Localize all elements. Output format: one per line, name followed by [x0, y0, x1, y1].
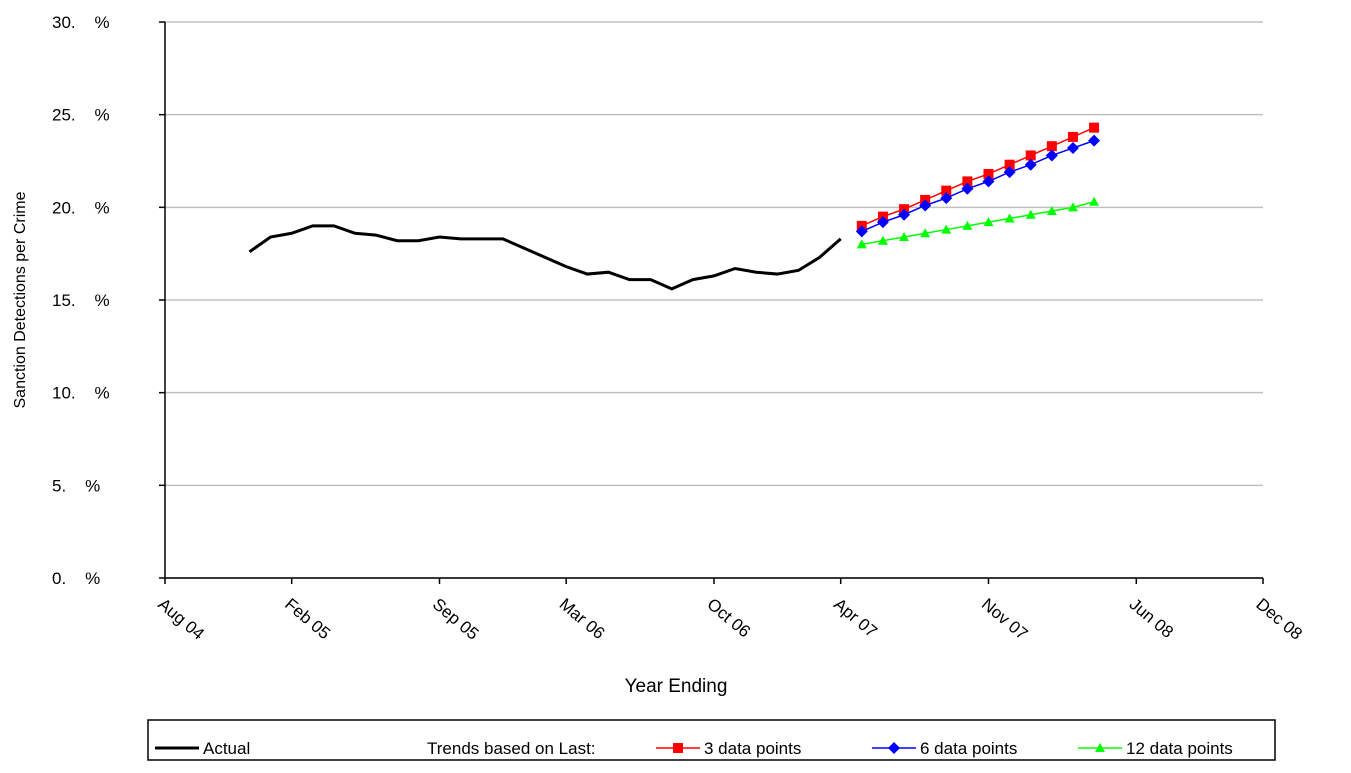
marker [877, 235, 888, 245]
x-tick-label: Mar 06 [556, 595, 609, 644]
marker [1046, 206, 1057, 216]
marker [876, 216, 889, 229]
y-tick-label: 10. % [52, 384, 110, 403]
legend-note: Trends based on Last: [427, 739, 596, 758]
marker [962, 176, 973, 187]
x-axis-title: Year Ending [625, 676, 728, 697]
y-tick-label: 15. % [52, 291, 110, 310]
marker [919, 199, 932, 212]
x-tick-label: Jun 08 [1126, 595, 1177, 642]
marker [1004, 213, 1015, 223]
marker [1089, 196, 1100, 206]
marker [1046, 141, 1057, 152]
marker [1095, 743, 1105, 752]
series-line [248, 224, 842, 291]
marker [898, 208, 911, 221]
marker [1066, 142, 1079, 155]
legend-label: 6 data points [920, 739, 1017, 758]
x-tick-label: Nov 07 [978, 595, 1031, 644]
marker [888, 742, 900, 754]
x-tick-label: Dec 08 [1252, 595, 1305, 644]
marker [855, 225, 868, 238]
marker [920, 228, 931, 238]
marker [673, 743, 683, 753]
legend-box [147, 719, 1276, 761]
marker [1089, 122, 1100, 133]
series-line [861, 126, 1095, 227]
marker [1003, 166, 1016, 179]
marker [1024, 158, 1037, 171]
y-tick-label: 0. % [52, 569, 100, 588]
y-tick-label: 30. % [52, 13, 110, 32]
marker [982, 175, 995, 188]
x-tick-label: Oct 06 [703, 595, 754, 642]
marker [983, 217, 994, 227]
legend-label: 12 data points [1126, 739, 1233, 758]
marker [856, 239, 867, 249]
marker [983, 168, 994, 179]
marker [899, 231, 910, 241]
marker [941, 185, 952, 196]
x-tick-label: Apr 07 [830, 595, 881, 642]
marker [1067, 202, 1078, 212]
marker [1004, 159, 1015, 170]
marker [1045, 149, 1058, 162]
series-line [861, 201, 1095, 246]
series-line [861, 139, 1095, 233]
y-axis-title: Sanction Detections per Crime [12, 191, 29, 408]
marker [1025, 209, 1036, 219]
y-tick-label: 20. % [52, 198, 110, 217]
marker [962, 220, 973, 230]
marker [961, 182, 974, 195]
x-tick-label: Sep 05 [429, 595, 482, 644]
x-tick-label: Feb 05 [281, 595, 334, 644]
legend-label: Actual [203, 739, 250, 758]
legend-label: 3 data points [704, 739, 801, 758]
x-tick-label: Aug 04 [154, 595, 207, 644]
y-tick-label: 25. % [52, 106, 110, 125]
y-tick-label: 5. % [52, 476, 100, 495]
marker [1088, 134, 1101, 147]
marker [1067, 131, 1078, 142]
marker [940, 192, 953, 205]
marker [941, 224, 952, 234]
marker [1025, 150, 1036, 161]
